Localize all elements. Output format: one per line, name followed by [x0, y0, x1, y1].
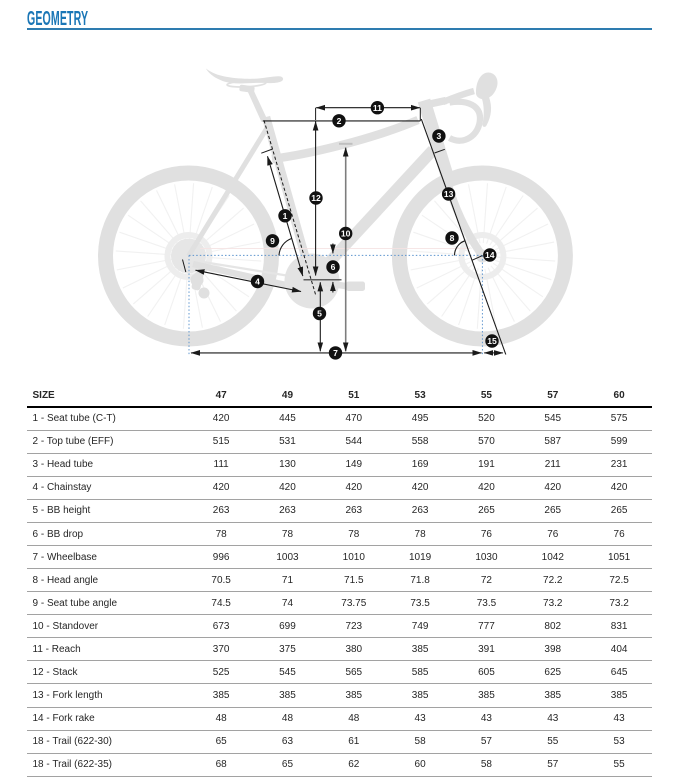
svg-text:13: 13 — [444, 189, 454, 199]
svg-text:10: 10 — [341, 229, 351, 239]
svg-text:3: 3 — [437, 131, 442, 141]
svg-text:2: 2 — [337, 116, 342, 126]
svg-text:7: 7 — [333, 348, 338, 358]
svg-text:12: 12 — [311, 193, 321, 203]
svg-text:4: 4 — [255, 277, 260, 287]
svg-text:9: 9 — [270, 236, 275, 246]
svg-text:15: 15 — [487, 336, 497, 346]
svg-text:5: 5 — [317, 309, 322, 319]
svg-text:11: 11 — [373, 103, 382, 113]
svg-text:6: 6 — [331, 262, 336, 272]
svg-text:8: 8 — [450, 233, 455, 243]
svg-text:1: 1 — [283, 211, 288, 221]
svg-text:14: 14 — [485, 250, 495, 260]
